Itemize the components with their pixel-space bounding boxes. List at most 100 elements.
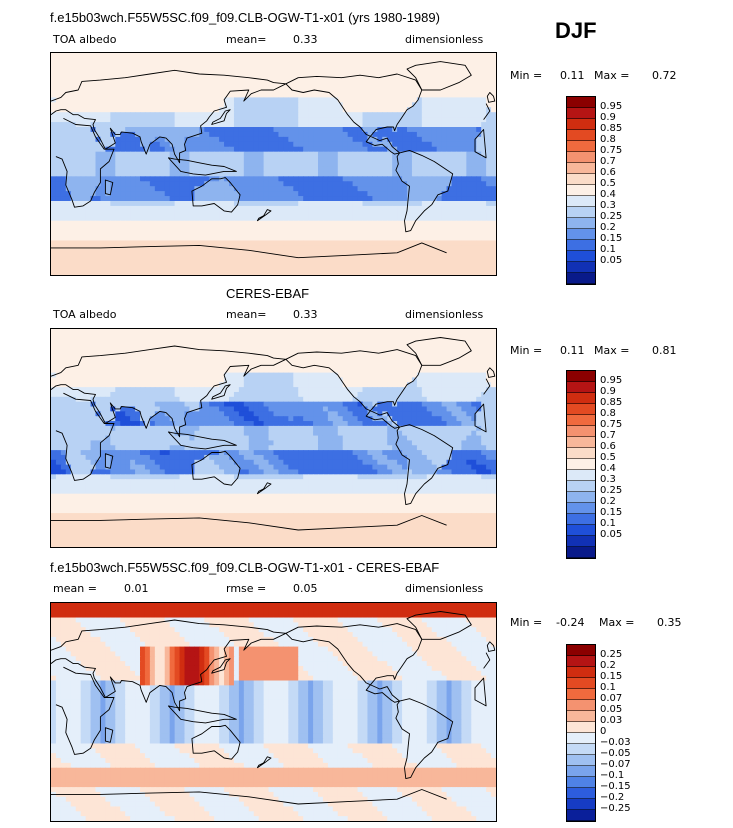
field-cell xyxy=(144,67,151,74)
field-cell xyxy=(411,97,418,103)
field-cell xyxy=(85,102,92,108)
field-cell xyxy=(466,329,472,335)
field-cell xyxy=(70,215,77,222)
field-cell xyxy=(382,260,388,266)
field-cell xyxy=(466,102,472,108)
field-cell xyxy=(332,131,339,138)
field-cell xyxy=(135,265,141,271)
field-cell xyxy=(411,358,418,364)
field-cell xyxy=(402,250,408,256)
field-cell xyxy=(288,146,294,153)
field-cell xyxy=(209,260,215,266)
field-cell xyxy=(382,117,388,123)
field-cell xyxy=(327,329,334,335)
field-cell xyxy=(120,77,126,84)
field-cell xyxy=(130,151,136,158)
field-cell xyxy=(85,362,92,369)
field-cell xyxy=(411,176,418,182)
field-cell xyxy=(407,122,413,128)
colorbar-tick-label: 0.95 xyxy=(600,101,623,112)
field-cell xyxy=(159,102,166,108)
field-cell xyxy=(288,181,294,187)
field-cell xyxy=(189,87,195,94)
field-cell xyxy=(258,186,265,192)
field-cell xyxy=(303,53,309,59)
field-cell xyxy=(273,171,280,177)
field-cell xyxy=(224,191,230,197)
field-cell xyxy=(372,117,378,123)
field-cell xyxy=(204,186,210,192)
field-cell xyxy=(248,141,255,148)
field-cell xyxy=(416,186,423,192)
field-cell xyxy=(421,77,428,84)
field-cell xyxy=(144,57,151,64)
field-cell xyxy=(407,362,413,369)
field-cell xyxy=(169,97,176,103)
field-cell xyxy=(154,265,161,271)
field-cell xyxy=(446,176,453,182)
field-cell xyxy=(387,225,393,232)
field-cell xyxy=(421,102,428,108)
field-cell xyxy=(347,367,354,374)
field-cell xyxy=(140,367,146,374)
field-cell xyxy=(169,191,176,197)
field-cell xyxy=(337,329,344,335)
field-cell xyxy=(308,235,314,242)
field-cell xyxy=(327,67,334,74)
field-cell xyxy=(431,156,438,163)
field-cell xyxy=(159,186,166,192)
field-cell xyxy=(184,166,191,172)
panel-1-max-value: 0.72 xyxy=(652,69,677,82)
field-cell xyxy=(387,191,393,197)
field-cell xyxy=(75,372,82,379)
field-cell xyxy=(318,141,324,148)
field-cell xyxy=(451,161,458,168)
field-cell xyxy=(169,127,176,133)
field-cell xyxy=(367,372,373,379)
field-cell xyxy=(278,343,284,349)
field-cell xyxy=(421,265,428,271)
field-cell xyxy=(303,201,309,207)
field-cell xyxy=(135,329,141,335)
field-cell xyxy=(263,146,270,153)
field-cell xyxy=(169,53,176,59)
field-cell xyxy=(476,82,482,89)
field-cell xyxy=(219,353,225,359)
field-cell xyxy=(214,62,220,69)
field-cell xyxy=(397,72,403,79)
field-cell xyxy=(184,131,191,138)
field-cell xyxy=(100,87,106,94)
field-cell xyxy=(90,230,97,237)
field-cell xyxy=(407,338,413,345)
field-cell xyxy=(70,225,77,232)
field-cell xyxy=(303,176,309,182)
field-cell xyxy=(347,57,354,64)
field-cell xyxy=(332,186,339,192)
field-cell xyxy=(466,348,472,354)
field-cell xyxy=(135,235,141,242)
field-cell xyxy=(407,220,413,227)
field-cell xyxy=(159,161,166,168)
field-cell xyxy=(486,230,492,237)
field-cell xyxy=(204,176,210,182)
field-cell xyxy=(446,156,453,163)
field-cell xyxy=(382,141,388,148)
field-cell xyxy=(179,186,186,192)
field-cell xyxy=(224,338,230,345)
field-cell xyxy=(105,329,111,335)
field-cell xyxy=(362,343,369,349)
field-cell xyxy=(75,210,82,217)
field-cell xyxy=(416,161,423,168)
field-cell xyxy=(293,196,299,202)
field-cell xyxy=(416,62,423,69)
field-cell xyxy=(233,171,240,177)
field-cell xyxy=(238,112,245,118)
field-cell xyxy=(149,77,156,84)
field-cell xyxy=(382,255,388,261)
field-cell xyxy=(85,53,92,59)
field-cell xyxy=(189,250,195,256)
field-cell xyxy=(456,255,462,261)
field-cell xyxy=(278,235,284,242)
field-cell xyxy=(149,343,156,349)
field-cell xyxy=(268,367,275,374)
